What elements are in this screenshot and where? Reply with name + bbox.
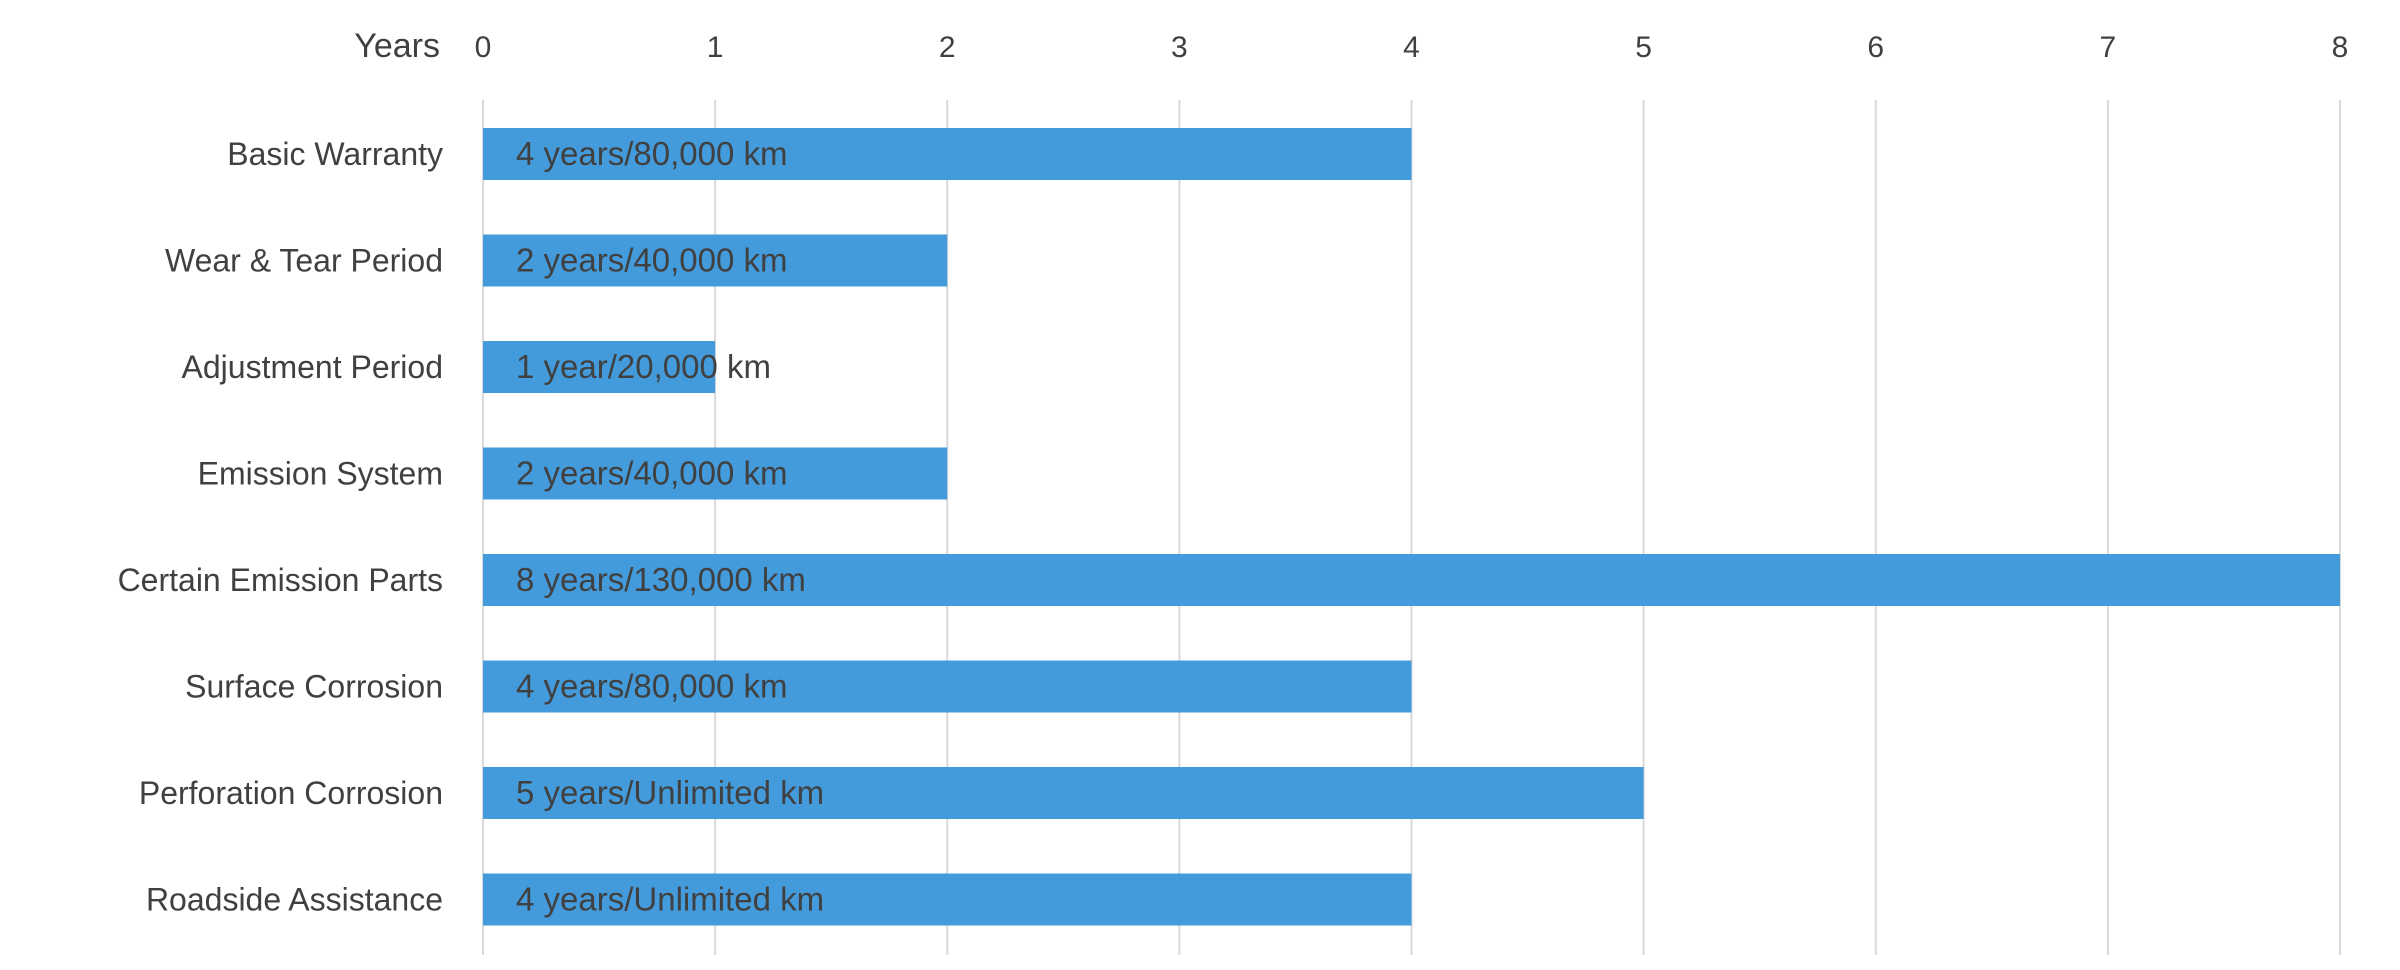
category-label: Roadside Assistance [146, 882, 443, 918]
x-tick-label: 3 [1171, 31, 1188, 64]
x-axis-ticks: 0 1 2 3 4 5 6 7 8 [475, 31, 2349, 64]
bar [483, 341, 716, 393]
x-tick-label: 8 [2332, 31, 2349, 64]
category-label: Surface Corrosion [185, 669, 443, 705]
category-label: Emission System [198, 456, 443, 492]
bars [483, 128, 2340, 926]
x-tick-label: 2 [939, 31, 956, 64]
bar-data-label: 2 years/40,000 km [516, 455, 787, 492]
x-tick-label: 4 [1403, 31, 1420, 64]
x-tick-label: 7 [2100, 31, 2117, 64]
data-labels: 4 years/80,000 km 2 years/40,000 km 1 year… [516, 135, 824, 918]
x-tick-label: 5 [1635, 31, 1652, 64]
bar [483, 767, 1644, 819]
bar-data-label: 8 years/130,000 km [516, 561, 806, 598]
category-label: Certain Emission Parts [118, 562, 443, 598]
bar [483, 873, 1412, 926]
bar-data-label: 4 years/Unlimited km [516, 881, 824, 918]
x-tick-label: 1 [707, 31, 724, 64]
bar-data-label: 1 year/20,000 km [516, 348, 771, 385]
x-tick-label: 6 [1867, 31, 1884, 64]
x-tick-label: 0 [475, 31, 492, 64]
category-label: Wear & Tear Period [165, 243, 443, 279]
category-label: Basic Warranty [227, 136, 443, 172]
bar [483, 660, 1412, 713]
bar-data-label: 4 years/80,000 km [516, 135, 787, 172]
bar [483, 234, 948, 287]
x-axis-title: Years [354, 27, 440, 65]
bar [483, 447, 948, 500]
category-label: Perforation Corrosion [139, 775, 443, 811]
category-labels: Basic Warranty Wear & Tear Period Adjustme… [118, 136, 443, 918]
category-label: Adjustment Period [182, 349, 443, 385]
bar-data-label: 2 years/40,000 km [516, 242, 787, 279]
bar [483, 128, 1412, 180]
bar-data-label: 4 years/80,000 km [516, 668, 787, 705]
gridlines [482, 100, 2341, 955]
bar [483, 554, 2340, 606]
bar-data-label: 5 years/Unlimited km [516, 774, 824, 811]
